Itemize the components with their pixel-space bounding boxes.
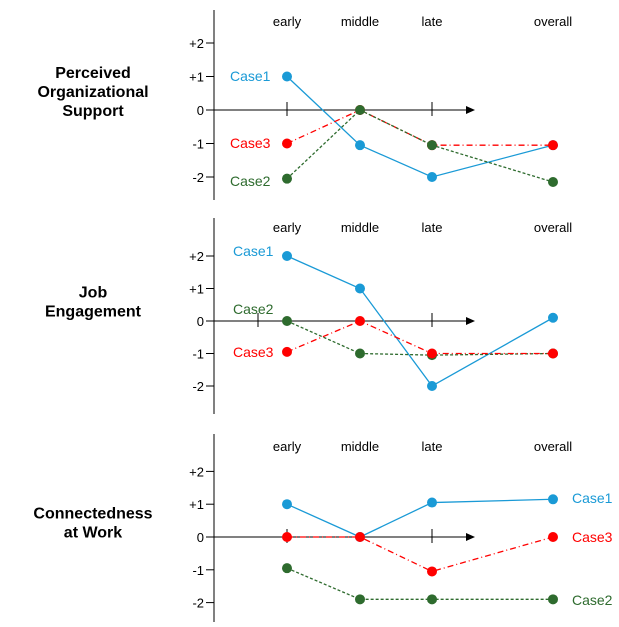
- series-label-case2: Case2: [230, 173, 271, 189]
- series-label-case2: Case2: [572, 592, 613, 608]
- y-tick-label: +2: [189, 464, 204, 479]
- data-point-case2: [355, 348, 365, 359]
- data-point-case3: [427, 348, 437, 359]
- chart-panel-1: Perceived Organizational Support +2 +1 0 -1 -2 e…: [37, 10, 572, 200]
- chart-panel-3: Connectedness at Work +2 +1 0 -1 -2 early middle…: [33, 434, 613, 622]
- category-label: late: [422, 220, 443, 235]
- chart-title-line: at Work: [64, 525, 122, 542]
- data-point-case3: [427, 566, 437, 577]
- y-tick-label: 0: [197, 530, 204, 545]
- data-point-case3: [282, 346, 292, 357]
- y-tick-label: -1: [192, 563, 204, 578]
- series-label-case2: Case2: [233, 301, 274, 317]
- data-point-case2: [427, 594, 437, 605]
- series-label-case1: Case1: [233, 243, 274, 259]
- category-label: early: [273, 439, 302, 454]
- y-tick-label: -2: [192, 170, 204, 185]
- category-label: overall: [534, 439, 572, 454]
- chart-panel-2: Job Engagement +2 +1 0 -1 -2 early middle late ove…: [45, 218, 572, 414]
- y-tick-label: -2: [192, 379, 204, 394]
- chart-title-line: Perceived: [55, 65, 131, 82]
- chart-title-line: Support: [62, 103, 124, 120]
- category-label: early: [273, 14, 302, 29]
- category-label: middle: [341, 14, 379, 29]
- chart-title-line: Job: [79, 285, 108, 302]
- data-point-case1: [427, 172, 437, 182]
- y-tick-label: +2: [189, 36, 204, 51]
- data-point-case2: [282, 173, 292, 184]
- data-point-case2: [282, 563, 292, 574]
- data-point-case2: [355, 105, 365, 115]
- category-label: overall: [534, 220, 572, 235]
- data-point-case1: [355, 283, 365, 294]
- y-tick-label: 0: [197, 103, 204, 118]
- y-tick-label: +2: [189, 249, 204, 264]
- chart-title-line: Engagement: [45, 304, 142, 321]
- y-tick-label: +1: [189, 497, 204, 512]
- series-label-case3: Case3: [230, 135, 271, 151]
- chart-title-line: Organizational: [37, 84, 148, 101]
- series-line-case3: [286, 320, 553, 355]
- data-point-case3: [355, 316, 365, 326]
- data-point-case1: [427, 497, 437, 508]
- data-point-case1: [427, 381, 437, 391]
- data-point-case3: [282, 138, 292, 149]
- data-point-case2: [282, 316, 292, 326]
- series-label-case1: Case1: [230, 68, 271, 84]
- data-point-case3: [548, 532, 558, 542]
- series-label-case1: Case1: [572, 490, 613, 506]
- data-point-case3: [282, 532, 292, 542]
- series-line-case1: [286, 76, 554, 178]
- data-point-case2: [548, 594, 558, 605]
- y-tick-label: -2: [192, 596, 204, 611]
- category-label: late: [422, 439, 443, 454]
- category-label: late: [422, 14, 443, 29]
- data-point-case1: [282, 71, 292, 82]
- y-tick-label: +1: [189, 282, 204, 297]
- y-tick-label: 0: [197, 314, 204, 329]
- series-label-case3: Case3: [233, 344, 274, 360]
- y-tick-label: +1: [189, 70, 204, 85]
- data-point-case3: [548, 140, 558, 151]
- data-point-case3: [355, 532, 365, 542]
- data-point-case1: [282, 499, 292, 510]
- data-point-case1: [548, 312, 558, 323]
- x-axis-arrow: [466, 317, 475, 325]
- category-label: early: [273, 220, 302, 235]
- chart-title-line: Connectedness: [33, 506, 152, 523]
- category-label: middle: [341, 439, 379, 454]
- category-label: overall: [534, 14, 572, 29]
- x-axis-arrow: [466, 533, 475, 541]
- data-point-case2: [427, 140, 437, 151]
- data-point-case2: [548, 177, 558, 188]
- data-point-case1: [355, 140, 365, 151]
- category-label: middle: [341, 220, 379, 235]
- data-point-case1: [548, 494, 558, 505]
- data-point-case2: [355, 594, 365, 605]
- series-line-case1: [286, 498, 554, 538]
- x-axis-arrow: [466, 106, 475, 114]
- series-line-case2: [286, 109, 554, 183]
- series-line-case2: [286, 567, 553, 600]
- data-point-case1: [282, 251, 292, 261]
- series-line-case3: [287, 536, 554, 573]
- y-tick-label: -1: [192, 137, 204, 152]
- data-point-case3: [548, 348, 558, 359]
- y-tick-label: -1: [192, 347, 204, 362]
- series-line-case2: [286, 320, 554, 356]
- series-label-case3: Case3: [572, 529, 613, 545]
